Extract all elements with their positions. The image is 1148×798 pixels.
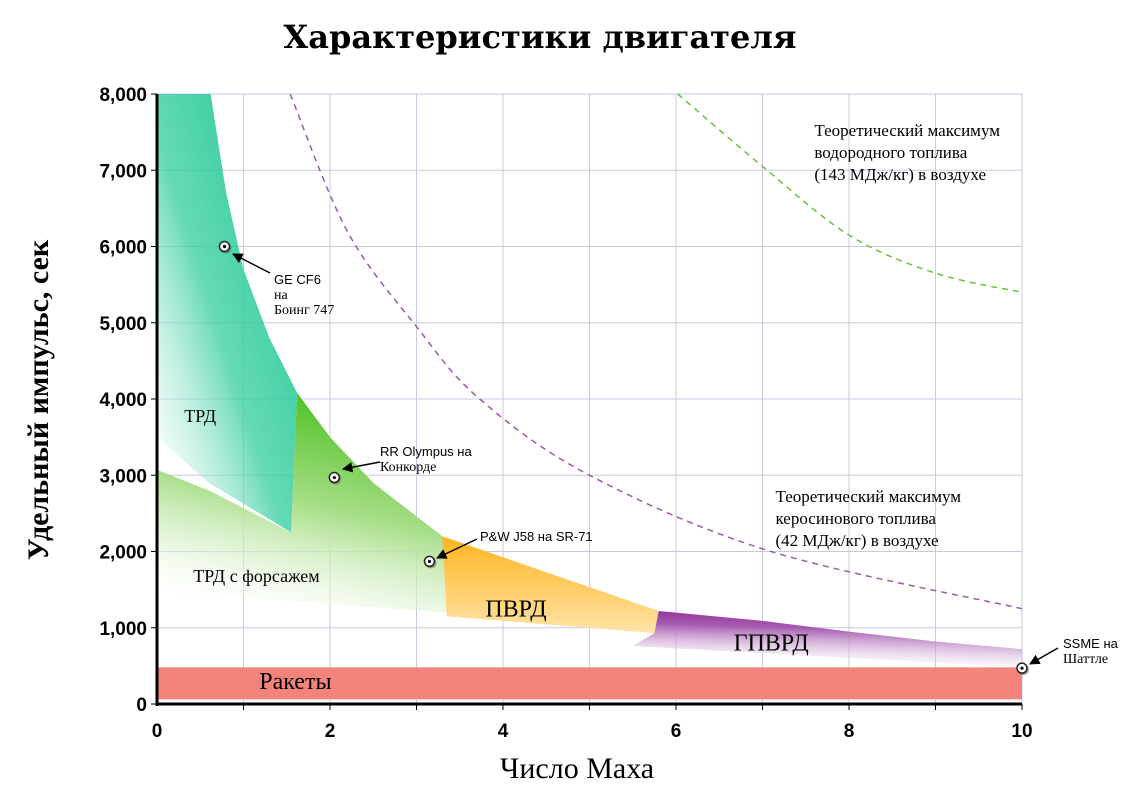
- region-3: [632, 611, 1022, 668]
- engine-label: GE CF6: [274, 272, 321, 287]
- region-label: ГПВРД: [734, 631, 809, 657]
- y-tick-label: 7,000: [99, 161, 147, 182]
- x-tick-label: 8: [844, 721, 855, 742]
- y-tick-label: 1,000: [99, 619, 147, 640]
- x-tick-label: 10: [1011, 721, 1032, 742]
- engine-point-center: [427, 559, 432, 564]
- engine-label: SSME на: [1063, 636, 1119, 651]
- region-label: ТРД: [184, 406, 216, 426]
- x-axis-label: Число Маха: [500, 752, 654, 785]
- x-tick-label: 4: [498, 721, 509, 742]
- theoretical-max-label: керосинового топлива: [775, 509, 936, 528]
- y-tick-label: 6,000: [99, 238, 147, 259]
- arrow-icon: [232, 253, 271, 274]
- region-2: [442, 536, 659, 634]
- regions: ТРД ТРД с форсажем ПВРД ГПВРД Ракеты: [157, 94, 1022, 700]
- y-tick-label: 8,000: [99, 85, 147, 106]
- theoretical-curves: Теоретический максимум керосинового топли…: [289, 93, 1023, 610]
- theoretical-max-label: (143 МДж/кг) в воздухе: [814, 165, 986, 184]
- x-tick-label: 2: [325, 721, 336, 742]
- theoretical-max-label: Теоретический максимум: [775, 487, 961, 506]
- y-axis-label: Удельный импульс, сек: [22, 239, 55, 560]
- y-tick-label: 5,000: [99, 314, 147, 335]
- engine-point-center: [332, 475, 336, 480]
- engine-label: P&W J58 на SR-71: [480, 529, 593, 544]
- y-tick-label: 0: [136, 695, 147, 716]
- theoretical-max-label: водородного топлива: [814, 143, 967, 162]
- engine-label: Конкорде: [380, 460, 436, 475]
- axes: 0 2 4 6 8 10 0 1,000 2,000 3,000 4,000 5,000 6,000 7,…: [99, 85, 1032, 742]
- x-tick-label: 6: [671, 721, 682, 742]
- region-label: ТРД с форсажем: [193, 566, 319, 586]
- x-tick-label: 0: [152, 721, 163, 742]
- theoretical-max-label: Теоретический максимум: [814, 121, 1000, 140]
- theoretical-max-curve: [677, 93, 1023, 293]
- engine-label: Боинг 747: [274, 303, 334, 318]
- region-label: ПВРД: [485, 596, 546, 622]
- y-tick-label: 2,000: [99, 543, 147, 564]
- y-tick-label: 4,000: [99, 390, 147, 411]
- region-label: Ракеты: [259, 669, 331, 695]
- theoretical-max-curve: [289, 93, 1023, 610]
- region-0: [157, 94, 298, 533]
- arrow-icon: [436, 538, 478, 559]
- engine-point-center: [1020, 666, 1024, 670]
- arrow-icon: [1029, 647, 1059, 665]
- y-tick-label: 3,000: [99, 466, 147, 487]
- arrow-icon: [341, 461, 381, 473]
- engine-label: RR Olympus на: [380, 444, 472, 459]
- engine-label: на: [274, 288, 288, 303]
- engine-label: Шаттле: [1063, 652, 1108, 667]
- theoretical-max-label: (42 МДж/кг) в воздухе: [775, 531, 938, 550]
- region-4: [157, 667, 1022, 700]
- chart-title: Характеристики двигателя: [283, 18, 796, 56]
- region-1: [157, 392, 447, 613]
- engine-point-center: [222, 244, 227, 249]
